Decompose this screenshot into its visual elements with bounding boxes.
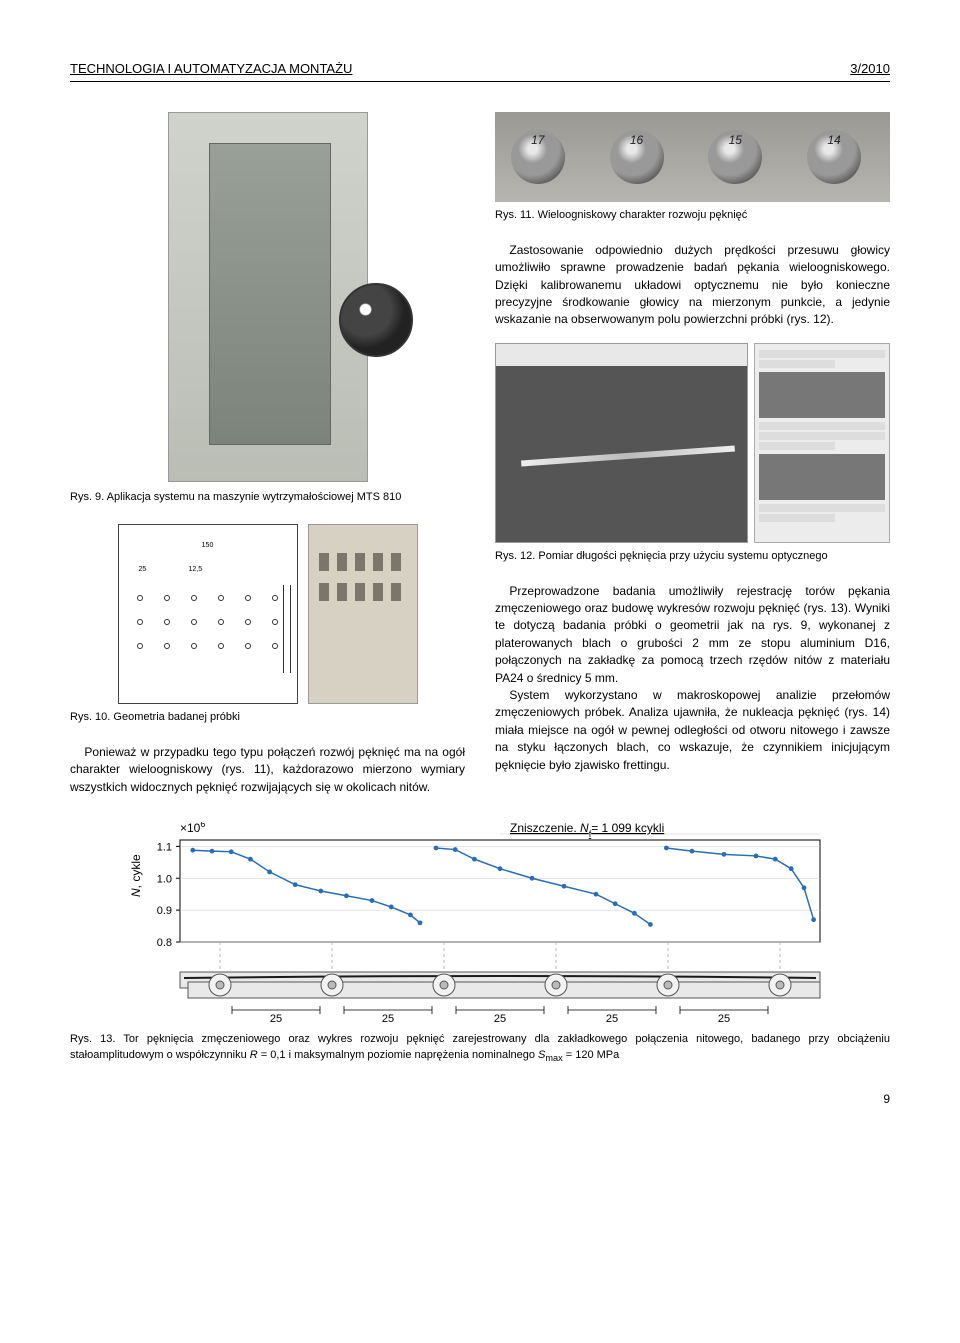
fig10-photo — [308, 524, 418, 704]
fig10-image: 150 25 12,5 — [118, 524, 418, 704]
fig10-caption: Rys. 10. Geometria badanej próbki — [70, 710, 465, 726]
svg-text:25: 25 — [718, 1013, 730, 1022]
header-left: TECHNOLOGIA I AUTOMATYZACJA MONTAŻU — [70, 60, 352, 79]
left-column: Rys. 9. Aplikacja systemu na maszynie wy… — [70, 112, 465, 796]
fig11-orb: 17 — [511, 130, 565, 184]
fig9-caption: Rys. 9. Aplikacja systemu na maszynie wy… — [70, 490, 465, 506]
svg-text:×106: ×106 — [180, 822, 205, 835]
svg-text:25: 25 — [494, 1013, 506, 1022]
header-right: 3/2010 — [850, 60, 890, 79]
svg-text:N, cykle: N, cykle — [129, 854, 143, 897]
fig13-chart: 0.8 0.9 1.0 1.1 25 25 25 25 25 Zniszczenie. Nf= … — [120, 822, 840, 1022]
svg-text:25: 25 — [270, 1013, 282, 1022]
svg-text:25: 25 — [606, 1013, 618, 1022]
fig9-image — [168, 112, 368, 482]
svg-text:25: 25 — [382, 1013, 394, 1022]
fig11-caption: Rys. 11. Wieloogniskowy charakter rozwoj… — [495, 208, 890, 224]
svg-text:1.0: 1.0 — [157, 873, 172, 885]
right-para-1: Zastosowanie odpowiednio dużych prędkośc… — [495, 242, 890, 329]
fig12-main-view — [495, 343, 748, 543]
page-number: 9 — [70, 1091, 890, 1108]
page-header: TECHNOLOGIA I AUTOMATYZACJA MONTAŻU 3/20… — [70, 60, 890, 82]
right-column: 17 16 15 14 Rys. 11. Wieloogniskowy char… — [495, 112, 890, 796]
svg-text:0.8: 0.8 — [157, 937, 172, 949]
two-column-layout: Rys. 9. Aplikacja systemu na maszynie wy… — [70, 112, 890, 796]
svg-text:Zniszczenie. Nf= 1 099 kcykli: Zniszczenie. Nf= 1 099 kcykli — [510, 822, 664, 839]
fig11-orb: 16 — [610, 130, 664, 184]
fig11-orb: 15 — [708, 130, 762, 184]
svg-text:1.1: 1.1 — [157, 841, 172, 853]
fig10-dim-25: 25 — [139, 565, 147, 575]
fig12-image — [495, 343, 890, 543]
svg-text:0.9: 0.9 — [157, 905, 172, 917]
fig10-diagram: 150 25 12,5 — [118, 524, 298, 704]
fig10-dim-12-5: 12,5 — [189, 565, 203, 575]
fig13-caption: Rys. 13. Tor pęknięcia zmęczeniowego ora… — [70, 1032, 890, 1065]
fig12-side-panel — [754, 343, 890, 543]
right-para-2: Przeprowadzone badania umożliwiły rejest… — [495, 583, 890, 687]
right-para-3: System wykorzystano w makroskopowej anal… — [495, 687, 890, 774]
fig10-dim-width: 150 — [119, 541, 297, 551]
fig13-svg: 0.8 0.9 1.0 1.1 25 25 25 25 25 Zniszczenie. Nf= … — [120, 822, 840, 1022]
fig12-caption: Rys. 12. Pomiar długości pęknięcia przy … — [495, 549, 890, 565]
fig11-image: 17 16 15 14 — [495, 112, 890, 202]
fig11-orb: 14 — [807, 130, 861, 184]
left-para-1: Ponieważ w przypadku tego typu połączeń … — [70, 744, 465, 796]
